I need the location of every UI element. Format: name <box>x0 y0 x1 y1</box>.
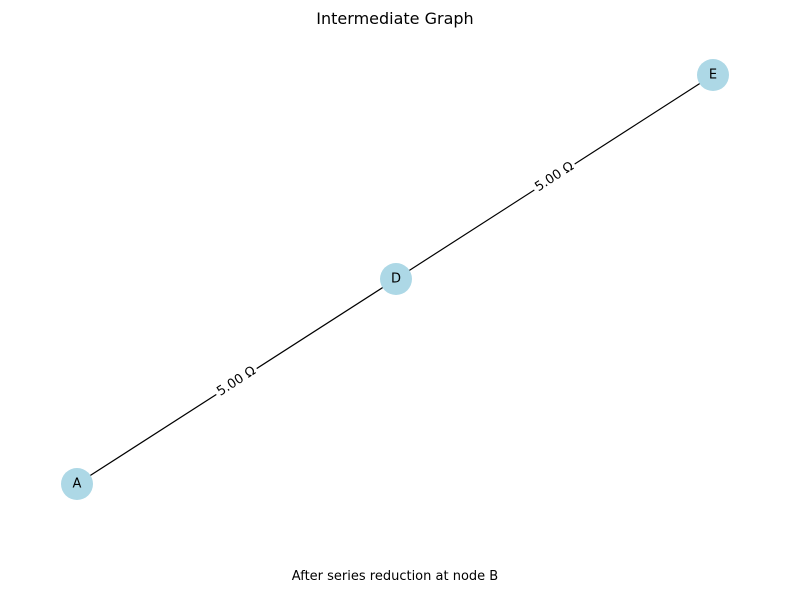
graph-caption: After series reduction at node B <box>292 569 498 584</box>
node-label: D <box>391 272 401 287</box>
nodes-layer: A D E <box>61 59 729 500</box>
edge-label-background <box>529 156 580 198</box>
graph-title: Intermediate Graph <box>316 9 473 28</box>
node-label: A <box>73 477 82 492</box>
node-e: E <box>697 59 729 91</box>
node-circle <box>380 263 412 295</box>
node-circle <box>697 59 729 91</box>
edge-label-d-e: 5.00 Ω <box>529 156 580 198</box>
edge-label-a-d: 5.00 Ω <box>211 360 262 403</box>
node-circle <box>61 468 93 500</box>
node-d: D <box>380 263 412 295</box>
node-label: E <box>709 68 717 83</box>
edge-label-background <box>211 360 262 403</box>
node-a: A <box>61 468 93 500</box>
